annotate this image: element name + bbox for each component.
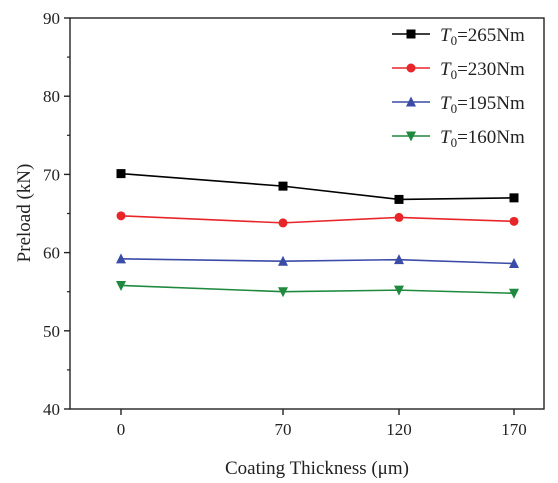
series-layer [116, 169, 519, 299]
data-point [278, 287, 288, 298]
y-tick-label: 50 [43, 322, 60, 341]
data-point [116, 211, 126, 221]
series-0 [116, 169, 519, 204]
legend-label: T0=230Nm [440, 59, 525, 82]
legend-marker [406, 96, 416, 107]
data-point [394, 212, 404, 222]
data-point [278, 218, 288, 228]
series-line [120, 172, 515, 201]
data-point [394, 285, 404, 296]
x-tick-label: 0 [117, 420, 126, 439]
y-axis-title: Preload (kN) [14, 164, 35, 263]
x-tick-label: 170 [501, 420, 527, 439]
legend-label: T0=195Nm [440, 93, 525, 116]
data-point [509, 216, 519, 226]
series-1 [116, 211, 519, 228]
data-point [278, 181, 288, 191]
data-point [394, 254, 404, 265]
y-tick-label: 90 [43, 9, 60, 28]
data-point [394, 194, 404, 204]
series-line [120, 284, 515, 295]
y-tick-label: 60 [43, 244, 60, 263]
data-point [278, 255, 288, 266]
legend-item: T0=195Nm [392, 93, 525, 116]
x-axis-title: Coating Thickness (μm) [225, 458, 409, 479]
legend-label: T0=265Nm [440, 25, 525, 48]
legend-marker [406, 29, 416, 39]
y-tick-label: 70 [43, 165, 60, 184]
legend-item: T0=265Nm [392, 25, 525, 48]
legend-label: T0=160Nm [440, 127, 525, 150]
series-2 [116, 253, 519, 269]
x-tick-label: 120 [386, 420, 412, 439]
y-tick-label: 40 [43, 400, 60, 419]
data-point [509, 288, 519, 299]
data-point [509, 258, 519, 269]
legend: T0=265Nm T0=230Nm T0=195Nm T0=160Nm [392, 25, 525, 150]
data-point [509, 193, 519, 203]
y-tick-label: 80 [43, 87, 60, 106]
data-point [116, 280, 126, 291]
data-point [116, 253, 126, 264]
legend-marker [406, 131, 416, 142]
series-line [120, 258, 515, 265]
series-3 [116, 280, 519, 299]
axes: 40 50 60 70 80 90 0 70 120 170 [43, 9, 545, 439]
legend-marker [406, 63, 416, 73]
x-tick-label: 70 [275, 420, 292, 439]
series-line [120, 215, 515, 224]
legend-item: T0=230Nm [392, 59, 525, 82]
legend-item: T0=160Nm [392, 127, 525, 150]
data-point [116, 169, 126, 179]
